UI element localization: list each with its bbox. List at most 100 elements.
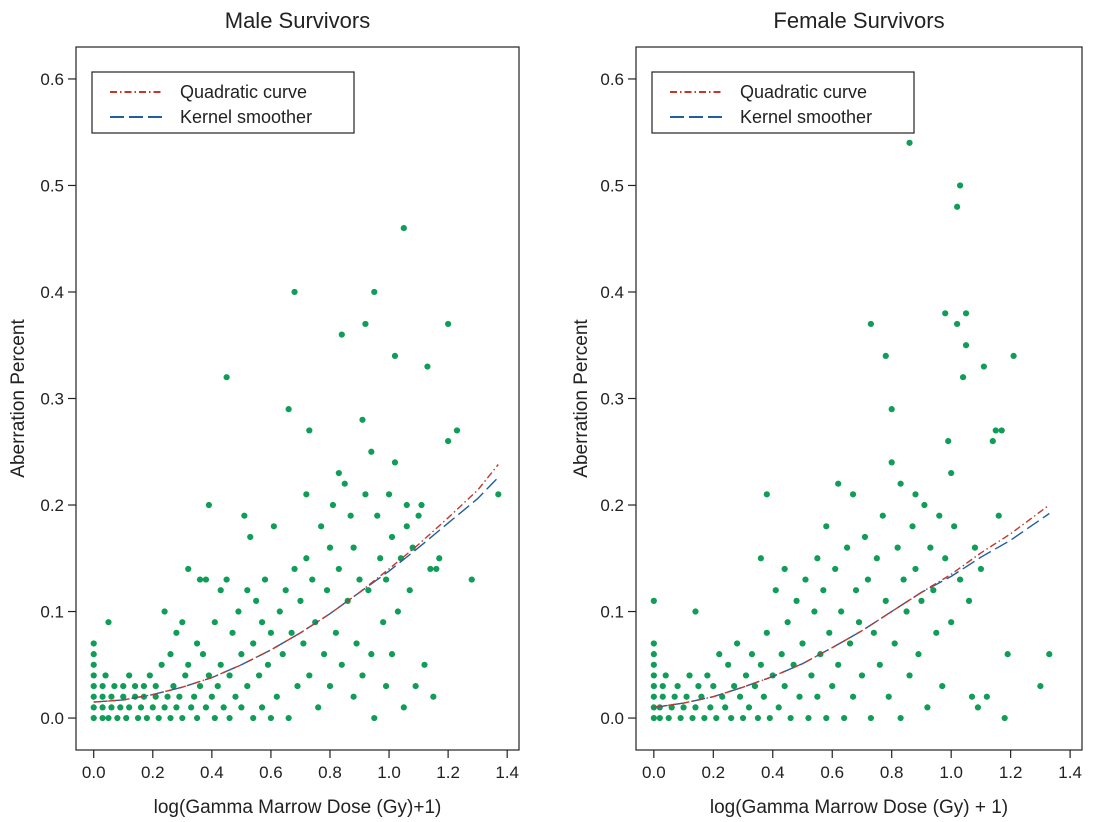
data-point: [811, 608, 818, 615]
data-point: [315, 704, 322, 711]
data-point: [772, 587, 779, 594]
data-point: [674, 682, 681, 690]
data-point: [134, 714, 142, 722]
data-point: [748, 651, 756, 658]
data-point: [199, 651, 207, 658]
data-point: [368, 651, 375, 658]
y-tick-label: 0.4: [40, 283, 64, 302]
data-point: [188, 704, 195, 711]
data-point: [725, 661, 732, 668]
data-point: [403, 523, 410, 530]
data-point: [244, 587, 251, 594]
data-point: [879, 512, 886, 519]
data-point: [111, 682, 118, 690]
data-point: [158, 661, 165, 668]
data-point: [436, 555, 443, 562]
data-point: [412, 682, 419, 690]
x-tick-label: 1.2: [436, 763, 460, 782]
data-point: [176, 693, 183, 700]
x-tick-label: 0.6: [820, 763, 844, 782]
data-point: [906, 672, 913, 679]
data-point: [306, 427, 313, 434]
data-point: [861, 533, 869, 541]
data-point: [918, 597, 925, 604]
kernel-smoother-line: [93, 476, 499, 703]
data-point: [288, 629, 295, 636]
data-point: [903, 608, 910, 615]
data-point: [261, 576, 269, 583]
data-point: [995, 512, 1002, 519]
data-point: [90, 714, 97, 722]
x-tick-label: 0.6: [259, 763, 283, 782]
data-point: [152, 682, 159, 690]
data-point: [867, 714, 874, 722]
y-tick-label: 0.0: [40, 709, 64, 728]
data-point: [998, 427, 1005, 434]
data-point: [808, 672, 815, 679]
data-point: [143, 714, 150, 722]
data-point: [226, 672, 233, 679]
data-point: [495, 491, 502, 498]
data-point: [362, 491, 369, 498]
data-point: [338, 661, 345, 668]
data-point: [185, 565, 192, 573]
chart-panel: Female Survivors 0.0 0.2 0.4 0.6 0.8 1.0 1.2 1.4…: [571, 8, 1083, 818]
data-point: [873, 555, 880, 562]
data-point: [406, 587, 413, 594]
data-point: [191, 693, 198, 700]
data-point: [258, 619, 266, 626]
data-point: [400, 704, 407, 711]
data-point: [217, 661, 224, 668]
data-point: [424, 363, 431, 370]
data-point: [731, 682, 738, 690]
x-tick-label: 0.0: [642, 763, 666, 782]
data-point: [445, 320, 452, 328]
data-point: [959, 374, 967, 381]
x-tick-label: 0.2: [701, 763, 725, 782]
data-point: [894, 544, 901, 551]
data-point: [238, 651, 245, 658]
data-point: [146, 672, 153, 679]
data-point: [739, 714, 747, 722]
data-point: [778, 651, 785, 658]
data-point: [677, 714, 684, 722]
data-point: [264, 661, 272, 668]
data-point: [433, 565, 440, 573]
data-point: [208, 693, 215, 700]
data-point: [161, 608, 168, 615]
data-point: [250, 640, 257, 647]
data-point: [962, 342, 970, 349]
data-point: [388, 533, 396, 541]
legend: Quadratic curve Kernel smoother: [91, 71, 355, 134]
data-point: [90, 672, 97, 679]
data-point: [285, 406, 292, 413]
data-point: [650, 714, 657, 722]
data-point: [665, 714, 672, 722]
data-point: [1010, 352, 1017, 359]
data-point: [394, 608, 402, 615]
data-point: [965, 597, 973, 604]
y-tick-label: 0.2: [600, 496, 624, 515]
data-point: [948, 619, 955, 626]
data-point: [430, 693, 437, 700]
data-point: [888, 459, 895, 466]
data-point: [202, 704, 210, 711]
data-point: [279, 651, 286, 658]
data-point: [247, 533, 254, 541]
data-point: [760, 693, 767, 700]
data-point: [701, 714, 708, 722]
data-point: [173, 629, 180, 636]
data-point: [1037, 682, 1044, 690]
data-point: [182, 672, 189, 679]
legend-label: Kernel smoother: [740, 107, 872, 127]
legend-box: [91, 71, 355, 134]
data-point: [356, 576, 363, 583]
data-point: [1001, 714, 1008, 722]
chart-title: Female Survivors: [773, 8, 944, 33]
data-point: [977, 565, 985, 573]
data-point: [353, 640, 360, 647]
data-point: [267, 714, 275, 722]
data-point: [823, 714, 830, 722]
data-point: [707, 704, 714, 711]
data-point: [131, 682, 139, 690]
